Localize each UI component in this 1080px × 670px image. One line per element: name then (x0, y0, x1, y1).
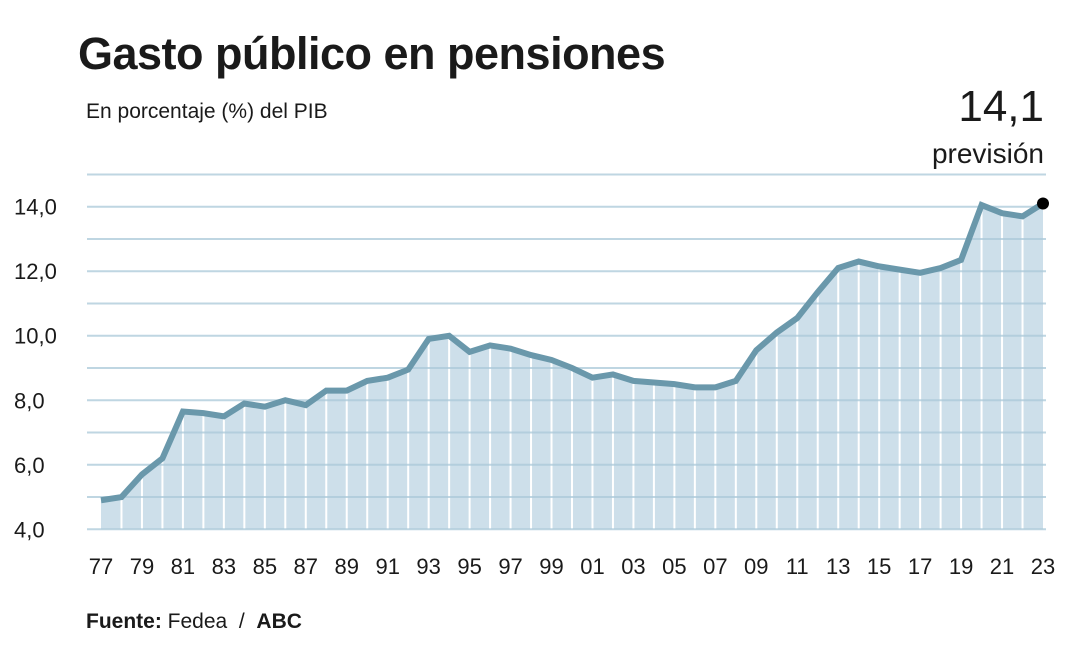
x-tick-label: 89 (334, 554, 358, 579)
forecast-value: 14,1 (958, 82, 1044, 131)
x-tick-label: 97 (498, 554, 522, 579)
x-tick-label: 95 (457, 554, 481, 579)
y-tick-label: 14,0 (14, 195, 57, 220)
y-tick-label: 4,0 (14, 517, 45, 542)
x-tick-label: 85 (253, 554, 277, 579)
y-tick-label: 10,0 (14, 324, 57, 349)
data-line (100, 200, 1045, 504)
x-tick-label: 81 (171, 554, 195, 579)
source-label: Fuente: (86, 610, 162, 633)
chart-title: Gasto público en pensiones (78, 28, 666, 79)
x-tick-label: 03 (621, 554, 645, 579)
x-tick-label: 79 (130, 554, 154, 579)
y-tick-label: 8,0 (14, 388, 45, 413)
x-tick-label: 93 (416, 554, 440, 579)
x-tick-label: 11 (786, 554, 809, 579)
x-tick-label: 09 (744, 554, 768, 579)
x-tick-label: 05 (662, 554, 686, 579)
x-tick-label: 07 (703, 554, 727, 579)
chart-subtitle: En porcentaje (%) del PIB (86, 100, 328, 123)
x-tick-label: 99 (539, 554, 563, 579)
x-tick-label: 77 (89, 554, 113, 579)
source-name: Fedea (167, 610, 228, 633)
x-tick-label: 87 (294, 554, 318, 579)
x-tick-label: 13 (826, 554, 850, 579)
source-note: Fuente: Fedea / ABC (86, 610, 302, 634)
forecast-marker (1037, 197, 1049, 210)
source-separator: / (238, 610, 245, 633)
y-tick-label: 6,0 (14, 453, 45, 478)
y-tick-label: 12,0 (14, 259, 57, 284)
area-fill (101, 203, 1043, 530)
x-tick-label: 15 (867, 554, 891, 579)
x-tick-label: 17 (908, 554, 932, 579)
forecast-label: previsión (931, 138, 1044, 169)
x-tick-label: 21 (990, 554, 1014, 579)
x-tick-label: 83 (212, 554, 236, 579)
source-publisher: ABC (256, 610, 302, 633)
x-tick-label: 19 (949, 554, 973, 579)
x-tick-label: 23 (1031, 554, 1055, 579)
x-tick-label: 91 (375, 554, 399, 579)
x-tick-label: 01 (580, 554, 604, 579)
